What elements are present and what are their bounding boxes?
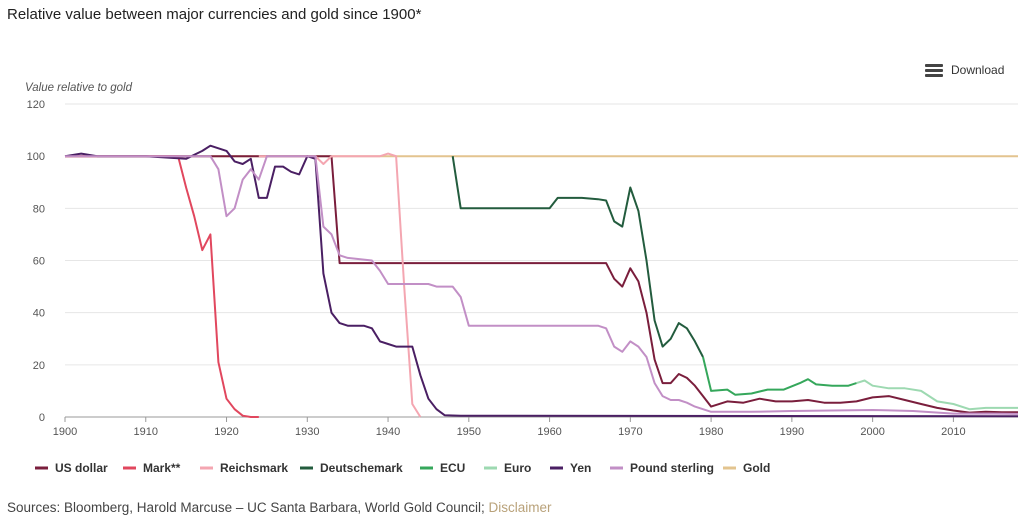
legend-item: Euro bbox=[484, 461, 531, 475]
y-tick-label: 40 bbox=[33, 308, 45, 320]
x-tick-label: 1900 bbox=[53, 426, 77, 438]
series-line bbox=[702, 356, 857, 396]
legend-label: Deutschemark bbox=[320, 461, 403, 475]
grid-lines bbox=[65, 103, 1018, 418]
sources-note: Sources: Bloomberg, Harold Marcuse – UC … bbox=[7, 500, 552, 515]
disclaimer-link[interactable]: Disclaimer bbox=[488, 500, 552, 515]
axes: 0 20 40 60 80 100 120 1900 1910 1920 1930 1940 1950 1… bbox=[25, 82, 966, 438]
legend-item: Pound sterling bbox=[610, 461, 714, 475]
sources-text: Sources: Bloomberg, Harold Marcuse – UC … bbox=[7, 500, 485, 515]
series-line bbox=[258, 152, 422, 418]
series-line bbox=[856, 379, 1018, 411]
y-tick-label: 120 bbox=[27, 99, 45, 111]
y-tick-label: 100 bbox=[27, 151, 45, 163]
legend-label: ECU bbox=[440, 461, 465, 475]
series-line bbox=[65, 155, 1018, 414]
legend-label: Gold bbox=[743, 461, 770, 475]
download-button[interactable]: Download bbox=[925, 63, 1004, 77]
x-tick-label: 1960 bbox=[537, 426, 561, 438]
x-tick-label: 1950 bbox=[457, 426, 481, 438]
y-tick-label: 60 bbox=[33, 256, 45, 268]
y-tick-label: 80 bbox=[33, 203, 45, 215]
legend: US dollar Mark** Reichsmark Deutschemark ECU… bbox=[35, 461, 770, 475]
legend-label: Euro bbox=[504, 461, 531, 475]
legend-item: Yen bbox=[550, 461, 591, 475]
legend-label: Mark** bbox=[143, 461, 181, 475]
x-tick-label: 2000 bbox=[860, 426, 884, 438]
menu-icon bbox=[925, 63, 943, 77]
x-tick-label: 1970 bbox=[618, 426, 642, 438]
legend-item: Reichsmark bbox=[200, 461, 288, 475]
x-tick-label: 1990 bbox=[780, 426, 804, 438]
download-label: Download bbox=[951, 63, 1005, 77]
series-lines bbox=[64, 144, 1019, 418]
legend-label: Yen bbox=[570, 461, 591, 475]
x-tick-label: 1920 bbox=[214, 426, 238, 438]
legend-item: Gold bbox=[723, 461, 770, 475]
legend-item: US dollar bbox=[35, 461, 108, 475]
y-tick-label: 20 bbox=[33, 360, 45, 372]
series-line bbox=[65, 155, 1019, 415]
legend-label: US dollar bbox=[55, 461, 108, 475]
x-tick-label: 1980 bbox=[699, 426, 723, 438]
x-tick-label: 2010 bbox=[941, 426, 965, 438]
y-axis-label: Value relative to gold bbox=[25, 82, 133, 94]
legend-item: ECU bbox=[420, 461, 465, 475]
x-tick-label: 1910 bbox=[134, 426, 158, 438]
series-line bbox=[65, 155, 259, 418]
legend-item: Deutschemark bbox=[300, 461, 403, 475]
y-tick-label: 0 bbox=[39, 412, 45, 424]
legend-label: Reichsmark bbox=[220, 461, 288, 475]
x-tick-label: 1930 bbox=[295, 426, 319, 438]
x-tick-label: 1940 bbox=[376, 426, 400, 438]
page-title: Relative value between major currencies … bbox=[7, 6, 422, 23]
legend-item: Mark** bbox=[123, 461, 181, 475]
legend-label: Pound sterling bbox=[630, 461, 714, 475]
series-line bbox=[451, 156, 704, 358]
series-line bbox=[64, 144, 1019, 418]
